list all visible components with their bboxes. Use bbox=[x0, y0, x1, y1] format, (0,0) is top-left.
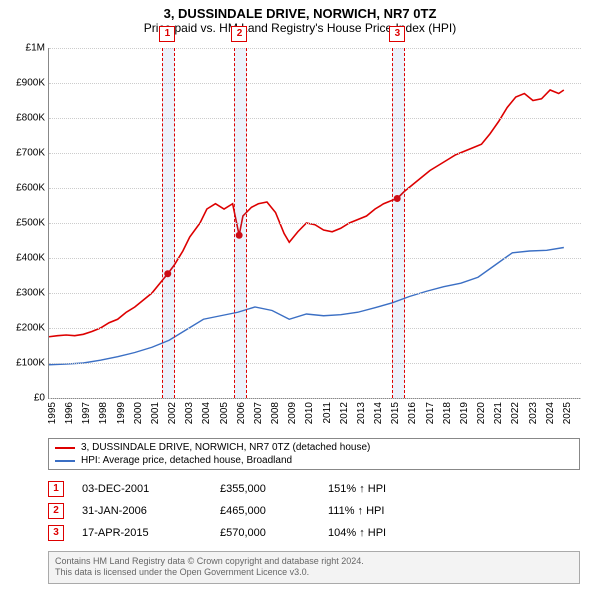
x-axis-label: 2009 bbox=[287, 402, 298, 424]
transaction-marker: 2 bbox=[231, 26, 247, 42]
x-axis-label: 2018 bbox=[442, 402, 453, 424]
x-axis-label: 2006 bbox=[236, 402, 247, 424]
transaction-date: 31-JAN-2006 bbox=[82, 505, 202, 517]
x-axis-label: 2014 bbox=[373, 402, 384, 424]
x-axis-label: 2025 bbox=[562, 402, 573, 424]
x-axis-label: 2003 bbox=[184, 402, 195, 424]
footer-line-1: Contains HM Land Registry data © Crown c… bbox=[55, 556, 573, 568]
x-axis-label: 2010 bbox=[304, 402, 315, 424]
x-axis-label: 2013 bbox=[356, 402, 367, 424]
transaction-row: 1 03-DEC-2001 £355,000 151% ↑ HPI bbox=[48, 478, 580, 500]
y-axis-label: £600K bbox=[16, 183, 45, 194]
x-axis-label: 2017 bbox=[425, 402, 436, 424]
gridline bbox=[49, 293, 581, 294]
transaction-marker: 1 bbox=[159, 26, 175, 42]
transaction-ratio: 151% ↑ HPI bbox=[328, 483, 386, 495]
transaction-price: £465,000 bbox=[220, 505, 310, 517]
gridline bbox=[49, 258, 581, 259]
gridline bbox=[49, 188, 581, 189]
legend: 3, DUSSINDALE DRIVE, NORWICH, NR7 0TZ (d… bbox=[48, 438, 580, 470]
transaction-marker: 3 bbox=[389, 26, 405, 42]
y-axis-label: £500K bbox=[16, 218, 45, 229]
x-axis-label: 2011 bbox=[322, 402, 333, 424]
y-axis-label: £400K bbox=[16, 253, 45, 264]
legend-row: 3, DUSSINDALE DRIVE, NORWICH, NR7 0TZ (d… bbox=[55, 441, 573, 454]
gridline bbox=[49, 398, 581, 399]
page-subtitle: Price paid vs. HM Land Registry's House … bbox=[0, 21, 600, 39]
legend-row: HPI: Average price, detached house, Broa… bbox=[55, 454, 573, 467]
transaction-ratio: 111% ↑ HPI bbox=[328, 505, 384, 517]
legend-swatch bbox=[55, 460, 75, 462]
transaction-row: 2 31-JAN-2006 £465,000 111% ↑ HPI bbox=[48, 500, 580, 522]
transaction-number: 3 bbox=[48, 525, 64, 541]
gridline bbox=[49, 223, 581, 224]
page-title: 3, DUSSINDALE DRIVE, NORWICH, NR7 0TZ bbox=[0, 0, 600, 21]
x-axis-label: 2016 bbox=[407, 402, 418, 424]
x-axis-label: 2001 bbox=[150, 402, 161, 424]
y-axis-label: £800K bbox=[16, 113, 45, 124]
transaction-number: 1 bbox=[48, 481, 64, 497]
x-axis-label: 2002 bbox=[167, 402, 178, 424]
y-axis-label: £100K bbox=[16, 358, 45, 369]
transaction-number: 2 bbox=[48, 503, 64, 519]
x-axis-label: 2022 bbox=[510, 402, 521, 424]
x-axis-label: 1995 bbox=[47, 402, 58, 424]
x-axis-label: 2019 bbox=[459, 402, 470, 424]
gridline bbox=[49, 363, 581, 364]
x-axis-label: 2012 bbox=[339, 402, 350, 424]
x-axis-label: 2004 bbox=[201, 402, 212, 424]
x-axis-label: 1997 bbox=[81, 402, 92, 424]
gridline bbox=[49, 118, 581, 119]
transaction-date: 03-DEC-2001 bbox=[82, 483, 202, 495]
x-axis-label: 1999 bbox=[116, 402, 127, 424]
series-line bbox=[49, 90, 564, 337]
transaction-row: 3 17-APR-2015 £570,000 104% ↑ HPI bbox=[48, 522, 580, 544]
gridline bbox=[49, 153, 581, 154]
legend-label: 3, DUSSINDALE DRIVE, NORWICH, NR7 0TZ (d… bbox=[81, 442, 370, 453]
transaction-price: £355,000 bbox=[220, 483, 310, 495]
transaction-price: £570,000 bbox=[220, 527, 310, 539]
x-axis-label: 2008 bbox=[270, 402, 281, 424]
transaction-date: 17-APR-2015 bbox=[82, 527, 202, 539]
x-axis-label: 2021 bbox=[493, 402, 504, 424]
x-axis-label: 1998 bbox=[98, 402, 109, 424]
x-axis-label: 1996 bbox=[64, 402, 75, 424]
transactions-table: 1 03-DEC-2001 £355,000 151% ↑ HPI 2 31-JAN-20… bbox=[48, 478, 580, 544]
legend-swatch bbox=[55, 447, 75, 449]
y-axis-label: £900K bbox=[16, 78, 45, 89]
gridline bbox=[49, 83, 581, 84]
y-axis-label: £700K bbox=[16, 148, 45, 159]
x-axis-label: 2000 bbox=[133, 402, 144, 424]
x-axis-label: 2023 bbox=[528, 402, 539, 424]
gridline bbox=[49, 328, 581, 329]
x-axis-label: 2007 bbox=[253, 402, 264, 424]
transaction-band bbox=[392, 48, 404, 398]
y-axis-label: £1M bbox=[26, 43, 45, 54]
footer-attribution: Contains HM Land Registry data © Crown c… bbox=[48, 551, 580, 584]
series-line bbox=[49, 248, 564, 365]
x-axis-label: 2024 bbox=[545, 402, 556, 424]
gridline bbox=[49, 48, 581, 49]
x-axis-label: 2015 bbox=[390, 402, 401, 424]
transaction-ratio: 104% ↑ HPI bbox=[328, 527, 386, 539]
transaction-band bbox=[234, 48, 246, 398]
y-axis-label: £300K bbox=[16, 288, 45, 299]
y-axis-label: £200K bbox=[16, 323, 45, 334]
transaction-band bbox=[162, 48, 174, 398]
x-axis-label: 2020 bbox=[476, 402, 487, 424]
legend-label: HPI: Average price, detached house, Broa… bbox=[81, 455, 292, 466]
y-axis-label: £0 bbox=[34, 393, 45, 404]
x-axis-label: 2005 bbox=[219, 402, 230, 424]
footer-line-2: This data is licensed under the Open Gov… bbox=[55, 567, 573, 579]
price-chart: £0£100K£200K£300K£400K£500K£600K£700K£80… bbox=[48, 48, 581, 399]
